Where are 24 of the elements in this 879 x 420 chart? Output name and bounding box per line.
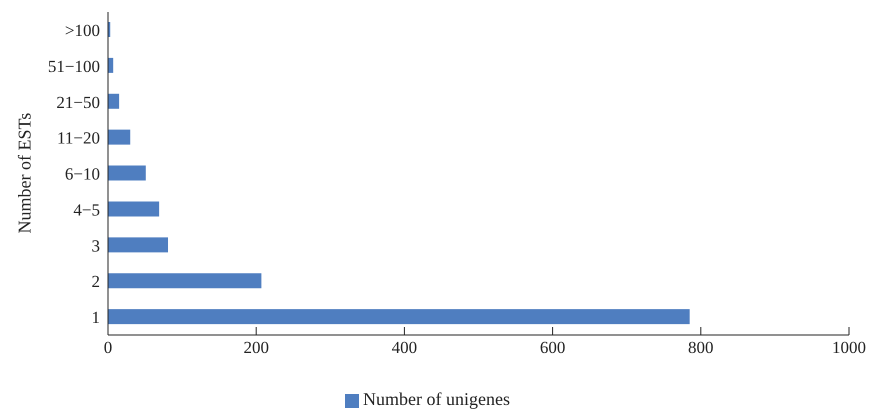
x-tick-label: 400: [392, 338, 418, 358]
bar: [108, 166, 146, 181]
y-tick-label: >100: [64, 20, 100, 40]
bar: [108, 309, 690, 324]
y-tick-label: 6−10: [64, 164, 100, 184]
y-tick-label: 11−20: [57, 128, 100, 148]
legend-label: Number of unigenes: [363, 389, 510, 409]
bar: [108, 94, 120, 109]
y-tick-label: 21−50: [56, 92, 100, 112]
bar: [108, 273, 262, 288]
bar: [108, 201, 160, 216]
x-tick-label: 200: [243, 338, 269, 358]
y-tick-label: 51−100: [48, 56, 100, 76]
x-tick-label: 600: [540, 338, 566, 358]
x-tick-label: 0: [104, 338, 112, 358]
x-tick-label: 1000: [832, 338, 866, 358]
y-tick-label: 1: [92, 308, 100, 328]
y-axis-title: Number of ESTs: [14, 112, 34, 234]
x-tick-label: 800: [688, 338, 714, 358]
y-tick-label: 2: [92, 272, 100, 292]
bar: [108, 130, 130, 145]
bar: [108, 237, 168, 252]
y-tick-label: 3: [92, 236, 100, 256]
y-tick-label: 4−5: [73, 200, 100, 220]
